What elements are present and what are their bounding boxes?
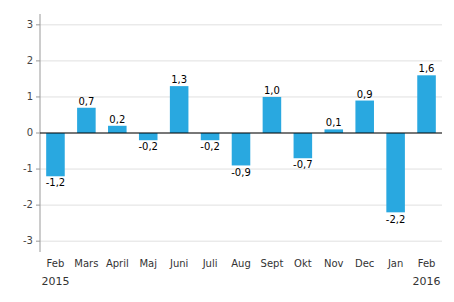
- bar: [417, 75, 436, 133]
- x-tick-label: Feb: [47, 258, 65, 269]
- x-tick-label: Aug: [231, 258, 251, 269]
- x-tick-label: Juni: [169, 258, 188, 269]
- x-tick-label: Okt: [294, 258, 312, 269]
- year-annotation: 2015: [41, 275, 69, 288]
- grid-line: [40, 241, 442, 242]
- data-label: 1,6: [419, 63, 435, 74]
- bar: [108, 126, 127, 133]
- y-tick-label: 0: [27, 127, 33, 138]
- bar: [201, 133, 220, 140]
- bar: [170, 86, 189, 133]
- grid-line: [40, 96, 442, 97]
- bar: [294, 133, 313, 158]
- data-label: -0,2: [138, 141, 158, 152]
- bar: [324, 129, 343, 133]
- y-axis: -3 -2 -1 0 1 2 3: [23, 14, 40, 252]
- grid-line: [40, 205, 442, 206]
- x-tick-label: Jan: [387, 258, 403, 269]
- data-label: 0,2: [109, 114, 125, 125]
- y-tick: [36, 96, 40, 97]
- zero-line: [40, 133, 442, 134]
- y-tick: [36, 169, 40, 170]
- x-tick-label: Feb: [418, 258, 436, 269]
- y-tick: [36, 60, 40, 61]
- data-label: -1,2: [46, 177, 66, 188]
- x-tick-label: April: [106, 258, 129, 269]
- y-tick: [36, 133, 40, 134]
- bar: [77, 108, 96, 133]
- x-axis: Feb Mars April Maj Juni Juli Aug Sept Okt Nov Dec J…: [47, 258, 436, 269]
- grid: [40, 25, 442, 241]
- y-tick: [36, 205, 40, 206]
- data-label: -2,2: [386, 214, 406, 225]
- bar: [139, 133, 158, 140]
- chart-svg: -3 -2 -1 0 1 2 3 -1,2 0,7 0,2 -0,2 1,3 -0,2 -0,9 1,0 -0…: [0, 0, 454, 302]
- x-tick-label: Juli: [202, 258, 218, 269]
- data-label: 1,0: [264, 85, 280, 96]
- year-annotation: 2016: [413, 275, 441, 288]
- x-tick-label: Nov: [324, 258, 344, 269]
- y-tick-label: 3: [27, 19, 33, 30]
- bars: [46, 75, 436, 212]
- x-tick-label: Sept: [261, 258, 284, 269]
- bar: [355, 101, 374, 133]
- y-tick: [36, 24, 40, 25]
- data-label: 1,3: [171, 74, 187, 85]
- chart-container: -3 -2 -1 0 1 2 3 -1,2 0,7 0,2 -0,2 1,3 -0,2 -0,9 1,0 -0…: [0, 0, 454, 302]
- bar: [263, 97, 282, 133]
- data-label: 0,1: [326, 117, 342, 128]
- data-label: -0,7: [293, 159, 313, 170]
- y-tick-label: 2: [27, 55, 33, 66]
- data-label: -0,9: [231, 167, 251, 178]
- data-label: 0,7: [78, 96, 94, 107]
- bar: [232, 133, 251, 165]
- y-tick: [36, 241, 40, 242]
- x-tick-label: Mars: [74, 258, 98, 269]
- y-tick-label: 1: [27, 91, 33, 102]
- y-tick-label: -2: [23, 199, 33, 210]
- data-label: 0,9: [357, 89, 373, 100]
- bar: [386, 133, 405, 212]
- x-tick-label: Dec: [355, 258, 374, 269]
- y-tick-label: -1: [23, 163, 33, 174]
- y-tick-label: -3: [23, 235, 33, 246]
- bar: [46, 133, 65, 176]
- grid-line: [40, 133, 442, 134]
- grid-line: [40, 24, 442, 25]
- grid-line: [40, 60, 442, 61]
- x-tick-label: Maj: [139, 258, 157, 269]
- data-labels: -1,2 0,7 0,2 -0,2 1,3 -0,2 -0,9 1,0 -0,7 0,1 0,9 -2…: [46, 63, 435, 224]
- data-label: -0,2: [200, 141, 220, 152]
